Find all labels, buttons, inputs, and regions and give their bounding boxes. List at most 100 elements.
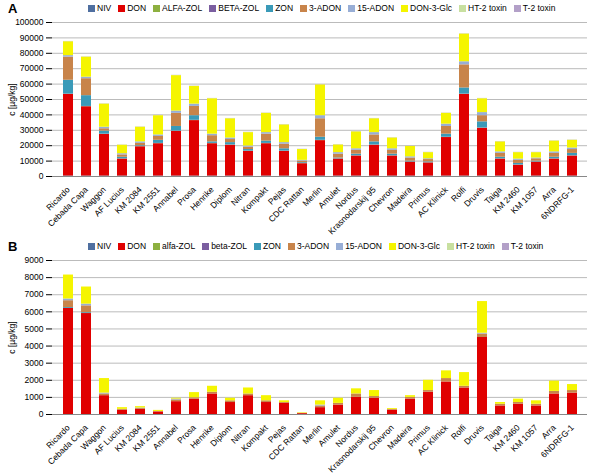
svg-text:9000: 9000	[25, 255, 44, 265]
svg-text:KM 2551: KM 2551	[130, 422, 162, 454]
svg-text:Amulet: Amulet	[316, 422, 342, 449]
svg-text:Prosa: Prosa	[175, 184, 198, 208]
html-text:ZON: ZON	[275, 3, 294, 13]
svg-text:Krasnodarskij 95: Krasnodarskij 95	[326, 184, 378, 237]
svg-text:20000: 20000	[20, 140, 44, 150]
svg-text:Madeira: Madeira	[385, 184, 414, 214]
html-text:NIV: NIV	[97, 3, 112, 13]
svg-text:Rolfi: Rolfi	[448, 184, 468, 204]
svg-text:Chevron: Chevron	[366, 422, 396, 453]
svg-text:40000: 40000	[20, 110, 44, 120]
html-text:3-ADON: 3-ADON	[309, 3, 342, 13]
svg-text:Primus: Primus	[406, 184, 432, 211]
svg-text:AF Lucius: AF Lucius	[92, 184, 126, 219]
svg-text:80000: 80000	[20, 48, 44, 58]
svg-text:Primus: Primus	[406, 422, 432, 449]
svg-text:Pejas: Pejas	[265, 184, 288, 207]
html-text:beta-ZOL: beta-ZOL	[211, 241, 247, 251]
svg-text:CDC Rattan: CDC Rattan	[266, 184, 306, 224]
svg-text:c [µg/kg]: c [µg/kg]	[7, 83, 17, 115]
svg-text:Cebada Capa: Cebada Capa	[45, 422, 90, 467]
svg-text:50000: 50000	[20, 94, 44, 104]
svg-text:Krasnodarskij 95: Krasnodarskij 95	[326, 422, 378, 475]
svg-text:Amulet: Amulet	[316, 184, 342, 211]
svg-text:Arra: Arra	[539, 422, 558, 441]
svg-text:KM 2551: KM 2551	[130, 184, 162, 216]
svg-text:5000: 5000	[25, 324, 44, 334]
html-text:ZON: ZON	[263, 241, 281, 251]
svg-text:3000: 3000	[25, 358, 44, 368]
html-text:T-2 toxin: T-2 toxin	[522, 3, 556, 13]
svg-text:60000: 60000	[20, 79, 44, 89]
svg-text:Henrike: Henrike	[188, 422, 216, 451]
html-text:B: B	[8, 238, 18, 254]
svg-text:Taiga: Taiga	[482, 184, 504, 206]
svg-text:Annabel: Annabel	[150, 422, 180, 452]
html-text:15-ADON: 15-ADON	[345, 241, 382, 251]
svg-text:10000: 10000	[20, 156, 44, 166]
svg-text:Waggon: Waggon	[78, 184, 108, 214]
svg-text:Nordus: Nordus	[333, 184, 360, 211]
svg-text:0: 0	[39, 409, 44, 419]
svg-text:Chevron: Chevron	[366, 184, 396, 215]
svg-text:KM 2084: KM 2084	[112, 184, 144, 216]
svg-text:7000: 7000	[25, 289, 44, 299]
svg-text:Druvis: Druvis	[462, 185, 486, 209]
svg-text:Ricardo: Ricardo	[44, 184, 72, 213]
svg-text:KM 2084: KM 2084	[112, 422, 144, 454]
svg-text:8000: 8000	[25, 272, 44, 282]
html-text:alfa-ZOL: alfa-ZOL	[162, 241, 196, 251]
svg-text:KM 1057: KM 1057	[509, 422, 540, 453]
svg-text:0: 0	[39, 171, 44, 181]
svg-text:4000: 4000	[25, 341, 44, 351]
svg-text:Kompakt: Kompakt	[239, 422, 270, 454]
svg-text:Nordus: Nordus	[333, 422, 360, 449]
svg-text:6000: 6000	[25, 307, 44, 317]
svg-text:Rolfi: Rolfi	[448, 422, 468, 442]
svg-text:Cebada Capa: Cebada Capa	[45, 184, 90, 229]
svg-text:2000: 2000	[25, 375, 44, 385]
svg-text:KM 2460: KM 2460	[490, 184, 522, 216]
html-text:DON: DON	[127, 3, 147, 13]
svg-text:Arra: Arra	[539, 184, 558, 203]
svg-text:70000: 70000	[20, 63, 44, 73]
svg-text:AF Lucius: AF Lucius	[92, 422, 126, 457]
html-text:NIV: NIV	[97, 241, 112, 251]
svg-text:Waggon: Waggon	[78, 422, 108, 452]
svg-text:30000: 30000	[20, 125, 44, 135]
html-text:DON: DON	[127, 241, 147, 251]
html-text:HT-2 toxin: HT-2 toxin	[468, 3, 507, 13]
html-text:15-ADON: 15-ADON	[357, 3, 395, 13]
svg-text:AC Klinick: AC Klinick	[415, 184, 450, 219]
svg-text:Henrike: Henrike	[188, 184, 216, 213]
svg-text:Annabel: Annabel	[150, 184, 180, 214]
html-text:A: A	[8, 0, 18, 16]
svg-text:KM 2460: KM 2460	[490, 422, 522, 454]
svg-text:6NDRFG-1: 6NDRFG-1	[539, 422, 576, 459]
svg-text:CDC Rattan: CDC Rattan	[266, 422, 306, 462]
html-text:BETA-ZOL: BETA-ZOL	[218, 3, 260, 13]
svg-text:Diplom: Diplom	[208, 185, 234, 211]
html-text:ALFA-ZOL: ALFA-ZOL	[162, 3, 203, 13]
svg-text:Merlin: Merlin	[300, 184, 324, 208]
svg-text:Nitran: Nitran	[228, 422, 252, 446]
svg-text:Pejas: Pejas	[265, 422, 288, 445]
svg-text:90000: 90000	[20, 33, 44, 43]
svg-text:KM 1057: KM 1057	[509, 184, 540, 215]
svg-text:1000: 1000	[25, 392, 44, 402]
svg-text:Ricardo: Ricardo	[44, 422, 72, 451]
svg-text:Taiga: Taiga	[482, 422, 504, 444]
svg-text:c [µg/kg]: c [µg/kg]	[7, 321, 17, 353]
svg-text:Nitran: Nitran	[228, 184, 252, 208]
svg-text:Druvis: Druvis	[462, 423, 486, 447]
svg-text:Merlin: Merlin	[300, 422, 324, 446]
svg-text:100000: 100000	[15, 17, 44, 27]
html-text:DON-3-Glc: DON-3-Glc	[410, 3, 453, 13]
html-text:3-ADON: 3-ADON	[297, 241, 330, 251]
svg-text:AC Klinick: AC Klinick	[415, 422, 450, 457]
svg-text:Diplom: Diplom	[208, 423, 234, 449]
svg-text:Prosa: Prosa	[175, 422, 198, 446]
svg-text:Kompakt: Kompakt	[239, 184, 270, 216]
svg-text:6NDRFG-1: 6NDRFG-1	[539, 184, 576, 221]
svg-text:Madeira: Madeira	[385, 422, 414, 452]
